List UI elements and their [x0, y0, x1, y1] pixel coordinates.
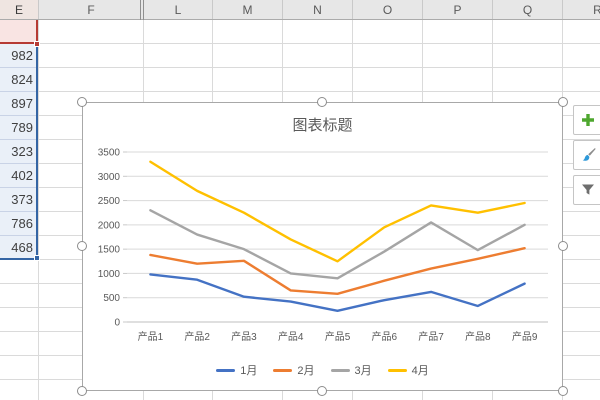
cell[interactable]: 373 — [11, 192, 33, 207]
column-header-P[interactable]: P — [422, 0, 492, 19]
svg-text:2500: 2500 — [98, 196, 121, 207]
funnel-icon — [582, 184, 594, 195]
plus-icon — [582, 114, 594, 126]
svg-text:产品8: 产品8 — [465, 330, 491, 343]
legend-label: 1月 — [240, 365, 258, 377]
chart-elements-button[interactable] — [573, 105, 600, 135]
chart-filters-button[interactable] — [573, 175, 600, 205]
svg-text:产品1: 产品1 — [138, 330, 164, 343]
svg-text:产品3: 产品3 — [231, 330, 257, 343]
svg-text:产品6: 产品6 — [371, 330, 397, 343]
column-header-L[interactable]: L — [143, 0, 212, 19]
svg-text:1000: 1000 — [98, 269, 121, 280]
cell[interactable]: 824 — [11, 72, 33, 87]
hidden-columns-divider — [140, 0, 144, 20]
cell[interactable]: 789 — [11, 120, 33, 135]
svg-text:500: 500 — [103, 293, 120, 304]
chart-resize-handle[interactable] — [77, 241, 87, 251]
chart-resize-handle[interactable] — [317, 386, 327, 396]
chart-resize-handle[interactable] — [558, 386, 568, 396]
category-source-cell[interactable] — [0, 20, 38, 44]
legend-swatch — [273, 368, 293, 372]
chart-resize-handle[interactable] — [77, 97, 87, 107]
legend-item[interactable]: 1月 — [216, 362, 257, 378]
chart-resize-handle[interactable] — [317, 97, 327, 107]
cell[interactable]: 786 — [11, 216, 33, 231]
column-header-M[interactable]: M — [212, 0, 282, 19]
legend-label: 3月 — [354, 365, 372, 377]
svg-text:产品7: 产品7 — [418, 330, 444, 343]
category-range-handle[interactable] — [34, 41, 40, 47]
column-header-O[interactable]: O — [352, 0, 422, 19]
legend-item[interactable]: 2月 — [273, 362, 315, 378]
svg-text:0: 0 — [114, 318, 120, 329]
chart-resize-handle[interactable] — [558, 241, 568, 251]
svg-text:1500: 1500 — [98, 245, 121, 256]
legend-label: 2月 — [297, 365, 315, 377]
cell[interactable]: 323 — [11, 144, 33, 159]
cell[interactable]: 897 — [11, 96, 33, 111]
chart-title[interactable]: 图表标题 — [292, 117, 353, 134]
column-header-E[interactable]: E — [0, 0, 38, 19]
cell[interactable]: 402 — [11, 168, 33, 183]
brush-icon — [582, 148, 596, 161]
column-gridline — [38, 20, 39, 400]
cell[interactable]: 982 — [11, 48, 33, 63]
chart-styles-button[interactable] — [573, 140, 600, 170]
chart-resize-handle[interactable] — [558, 97, 568, 107]
svg-text:3500: 3500 — [98, 148, 121, 159]
svg-text:3000: 3000 — [98, 172, 121, 183]
chart[interactable]: 0 500 1000 1500 2000 2500 3000 3500 产品1 产品2 产品3 产品4… — [82, 102, 563, 391]
svg-text:产品2: 产品2 — [184, 330, 210, 343]
chart-legend: 1月 2月 3月 4月 — [83, 362, 562, 378]
series-source-range[interactable]: 982 824 897 789 323 402 373 786 468 — [0, 44, 38, 260]
column-header-F[interactable]: F — [38, 0, 143, 19]
column-header-N[interactable]: N — [282, 0, 352, 19]
svg-text:产品5: 产品5 — [325, 330, 351, 343]
chart-plot-area: 0 500 1000 1500 2000 2500 3000 3500 产品1 产品2 产品3 产品4… — [98, 148, 548, 343]
svg-text:产品4: 产品4 — [278, 330, 304, 343]
column-header-Q[interactable]: Q — [492, 0, 562, 19]
svg-text:产品9: 产品9 — [512, 330, 538, 343]
cell[interactable]: 468 — [11, 240, 33, 255]
legend-swatch — [216, 368, 236, 372]
svg-text:2000: 2000 — [98, 220, 121, 231]
legend-label: 4月 — [411, 365, 429, 377]
legend-swatch — [387, 368, 407, 372]
series-range-fill-handle[interactable] — [34, 255, 40, 261]
chart-resize-handle[interactable] — [77, 386, 87, 396]
column-header-R[interactable]: R — [562, 0, 600, 19]
legend-item[interactable]: 4月 — [387, 362, 429, 378]
legend-item[interactable]: 3月 — [330, 362, 372, 378]
legend-swatch — [330, 368, 350, 372]
